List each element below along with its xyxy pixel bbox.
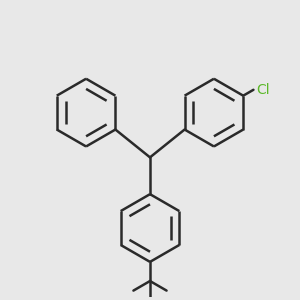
- Text: Cl: Cl: [256, 83, 269, 97]
